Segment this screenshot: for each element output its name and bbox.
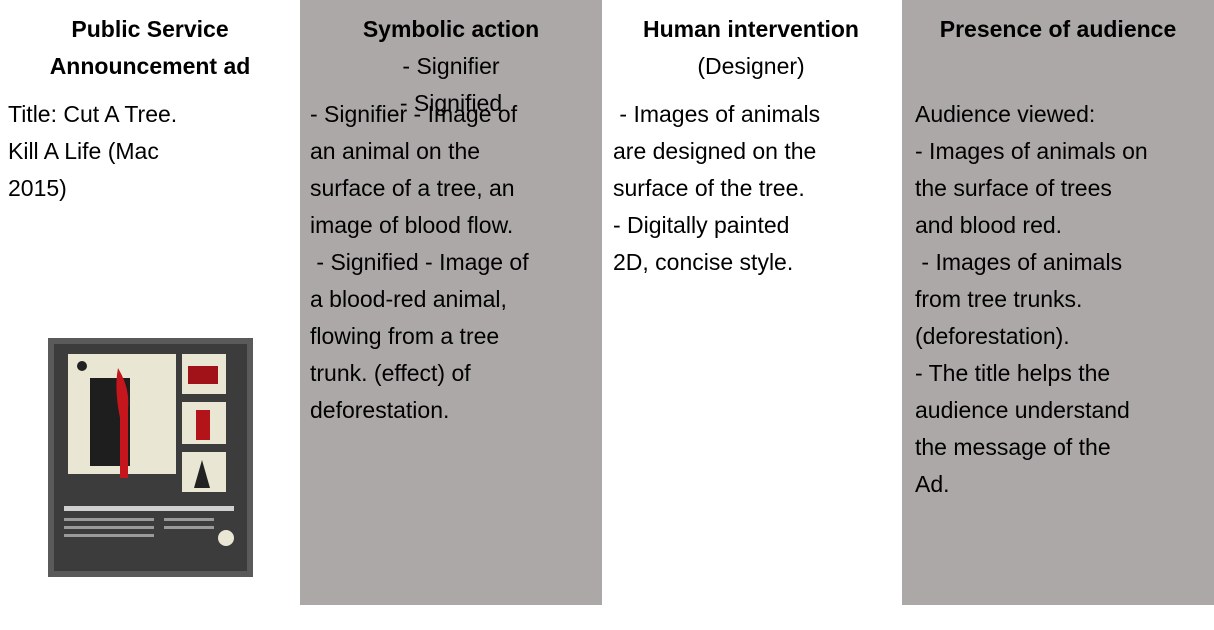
cell-text: Ad.: [915, 471, 950, 497]
cell-text: and blood red.: [915, 212, 1063, 238]
poster-image: [48, 338, 253, 577]
header-subtitle: (Designer): [697, 53, 805, 79]
cell-text: Title: Cut A Tree.: [8, 101, 178, 127]
cell-text: surface of the tree.: [613, 175, 805, 201]
body-cell: - Signifier - Image of an animal on the su…: [310, 96, 529, 429]
cell-text: 2015): [8, 175, 67, 201]
header-title: Symbolic action: [362, 16, 540, 42]
cell-text: are designed on the: [613, 138, 817, 164]
header-title: Announcement ad: [49, 53, 251, 79]
cell-text: Audience viewed:: [915, 101, 1096, 127]
cell-text: image of blood flow.: [310, 212, 514, 238]
cell-text: - Digitally painted: [613, 212, 790, 238]
cell-text: - Images of animals: [613, 101, 821, 127]
cell-text: - Images of animals: [915, 249, 1123, 275]
header-subtitle: - Signifier: [402, 53, 500, 79]
header-title: Human intervention: [643, 16, 859, 42]
cell-text: trunk. (effect) of: [310, 360, 471, 386]
cell-text: surface of a tree, an: [310, 175, 515, 201]
cell-text: an animal on the: [310, 138, 481, 164]
header-title: Presence of audience: [939, 16, 1177, 42]
cell-text: deforestation.: [310, 397, 450, 423]
cell-text: the message of the: [915, 434, 1111, 460]
column-shade: [902, 0, 1214, 605]
cell-text: flowing from a tree: [310, 323, 500, 349]
cell-text: - Signifier - Image of: [310, 101, 518, 127]
cell-text: - Images of animals on: [915, 138, 1148, 164]
body-cell: - Images of animals are designed on the su…: [613, 96, 820, 281]
header-cell: Human intervention (Designer): [600, 11, 902, 85]
cell-text: - Signified - Image of: [310, 249, 529, 275]
body-cell: Audience viewed: - Images of animals on th…: [915, 96, 1148, 503]
cell-text: 2D, concise style.: [613, 249, 794, 275]
header-subtitle: - Signified: [399, 90, 503, 116]
cell-text: (deforestation).: [915, 323, 1070, 349]
cell-text: the surface of trees: [915, 175, 1112, 201]
column-shade: [300, 0, 602, 605]
header-cell: Public Service Announcement ad: [0, 11, 300, 85]
header-title: Public Service: [71, 16, 229, 42]
cell-text: a blood-red animal,: [310, 286, 507, 312]
cell-text: - The title helps the: [915, 360, 1111, 386]
header-cell: Symbolic action - Signifier - Signified: [300, 11, 602, 122]
cell-text: audience understand: [915, 397, 1130, 423]
cell-text: from tree trunks.: [915, 286, 1083, 312]
body-cell: Title: Cut A Tree. Kill A Life (Mac 2015): [8, 96, 177, 207]
header-cell: Presence of audience: [902, 11, 1214, 48]
cell-text: Kill A Life (Mac: [8, 138, 159, 164]
